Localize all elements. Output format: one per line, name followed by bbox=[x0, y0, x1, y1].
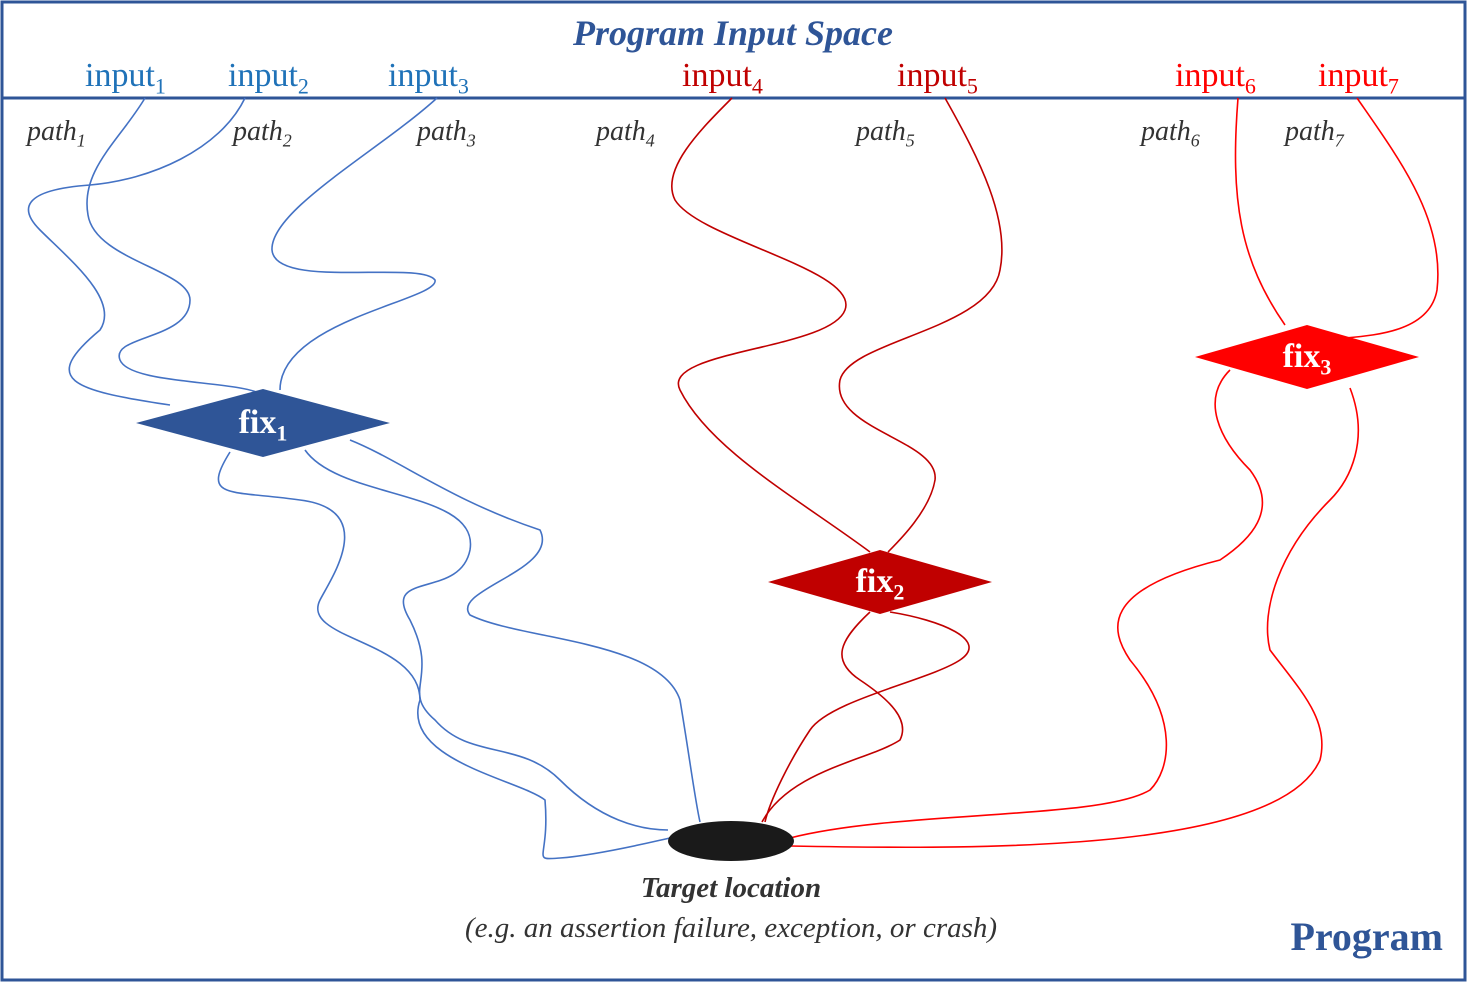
label-text: fix bbox=[239, 404, 277, 441]
subscript: 4 bbox=[646, 130, 655, 150]
subscript: 6 bbox=[1191, 130, 1200, 150]
target-title: Target location bbox=[641, 872, 821, 904]
subscript: 2 bbox=[893, 580, 904, 605]
dark-red-paths bbox=[670, 97, 1003, 823]
path-label: path6 bbox=[1139, 116, 1200, 150]
label-text: path bbox=[1139, 116, 1191, 147]
input-label: input3 bbox=[388, 57, 469, 99]
subscript: 1 bbox=[155, 74, 166, 99]
label-text: path bbox=[594, 116, 646, 147]
fix-label: fix2 bbox=[856, 563, 905, 605]
fix-diamond bbox=[136, 389, 390, 457]
curve bbox=[304, 449, 669, 831]
subscript: 3 bbox=[466, 130, 476, 150]
label-text: input bbox=[682, 57, 752, 94]
subscript: 2 bbox=[283, 130, 292, 150]
label-text: input bbox=[85, 57, 155, 94]
input-label: input1 bbox=[85, 57, 166, 99]
label-text: path bbox=[854, 116, 906, 147]
label-text: input bbox=[897, 57, 967, 94]
title: Program Input Space bbox=[572, 13, 893, 53]
fix-label: fix1 bbox=[239, 404, 288, 446]
label-text: fix bbox=[856, 563, 894, 600]
subscript: 1 bbox=[77, 130, 86, 150]
curve bbox=[217, 451, 671, 860]
program-label: Program bbox=[1290, 914, 1443, 959]
subscript: 5 bbox=[906, 130, 915, 150]
fix-diamond bbox=[768, 550, 992, 614]
input-label: input2 bbox=[228, 57, 309, 99]
fix-diamond bbox=[1195, 325, 1419, 389]
label-text: path bbox=[231, 116, 283, 147]
curve bbox=[86, 97, 264, 396]
input-label: input4 bbox=[682, 57, 763, 99]
path-label: path3 bbox=[415, 116, 476, 150]
curve bbox=[349, 439, 701, 823]
path-label: path7 bbox=[1283, 116, 1345, 150]
target-node bbox=[668, 821, 794, 861]
path-label: path4 bbox=[594, 116, 655, 150]
path-label: path1 bbox=[25, 116, 86, 150]
curve bbox=[764, 611, 970, 823]
curve bbox=[761, 611, 904, 823]
blue-paths bbox=[27, 97, 701, 860]
curve bbox=[1234, 97, 1286, 326]
subscript: 4 bbox=[752, 74, 763, 99]
curve bbox=[838, 97, 1003, 553]
red-paths bbox=[789, 97, 1439, 849]
subscript: 3 bbox=[1320, 355, 1331, 380]
input-label: input6 bbox=[1175, 57, 1256, 99]
label-text: input bbox=[388, 57, 458, 94]
input-label: input7 bbox=[1318, 57, 1399, 99]
curve bbox=[789, 369, 1264, 839]
curve bbox=[271, 97, 438, 391]
label-text: path bbox=[1283, 116, 1335, 147]
subscript: 1 bbox=[276, 421, 287, 446]
subscript: 7 bbox=[1335, 130, 1345, 150]
curve bbox=[670, 97, 871, 553]
label-text: fix bbox=[1283, 338, 1321, 375]
curve bbox=[1344, 97, 1439, 339]
label-text: path bbox=[415, 116, 467, 147]
label-text: path bbox=[25, 116, 77, 147]
target-note: (e.g. an assertion failure, exception, o… bbox=[465, 912, 997, 944]
subscript: 6 bbox=[1245, 74, 1256, 99]
path-label: path5 bbox=[854, 116, 915, 150]
label-text: input bbox=[1318, 57, 1388, 94]
subscript: 5 bbox=[967, 74, 978, 99]
curve bbox=[27, 97, 246, 406]
fix-label: fix3 bbox=[1283, 338, 1332, 380]
subscript: 3 bbox=[458, 74, 469, 99]
path-label: path2 bbox=[231, 116, 292, 150]
subscript: 2 bbox=[298, 74, 309, 99]
label-text: input bbox=[228, 57, 298, 94]
curve bbox=[789, 387, 1359, 849]
label-text: input bbox=[1175, 57, 1245, 94]
input-label: input5 bbox=[897, 57, 978, 99]
subscript: 7 bbox=[1388, 74, 1399, 99]
